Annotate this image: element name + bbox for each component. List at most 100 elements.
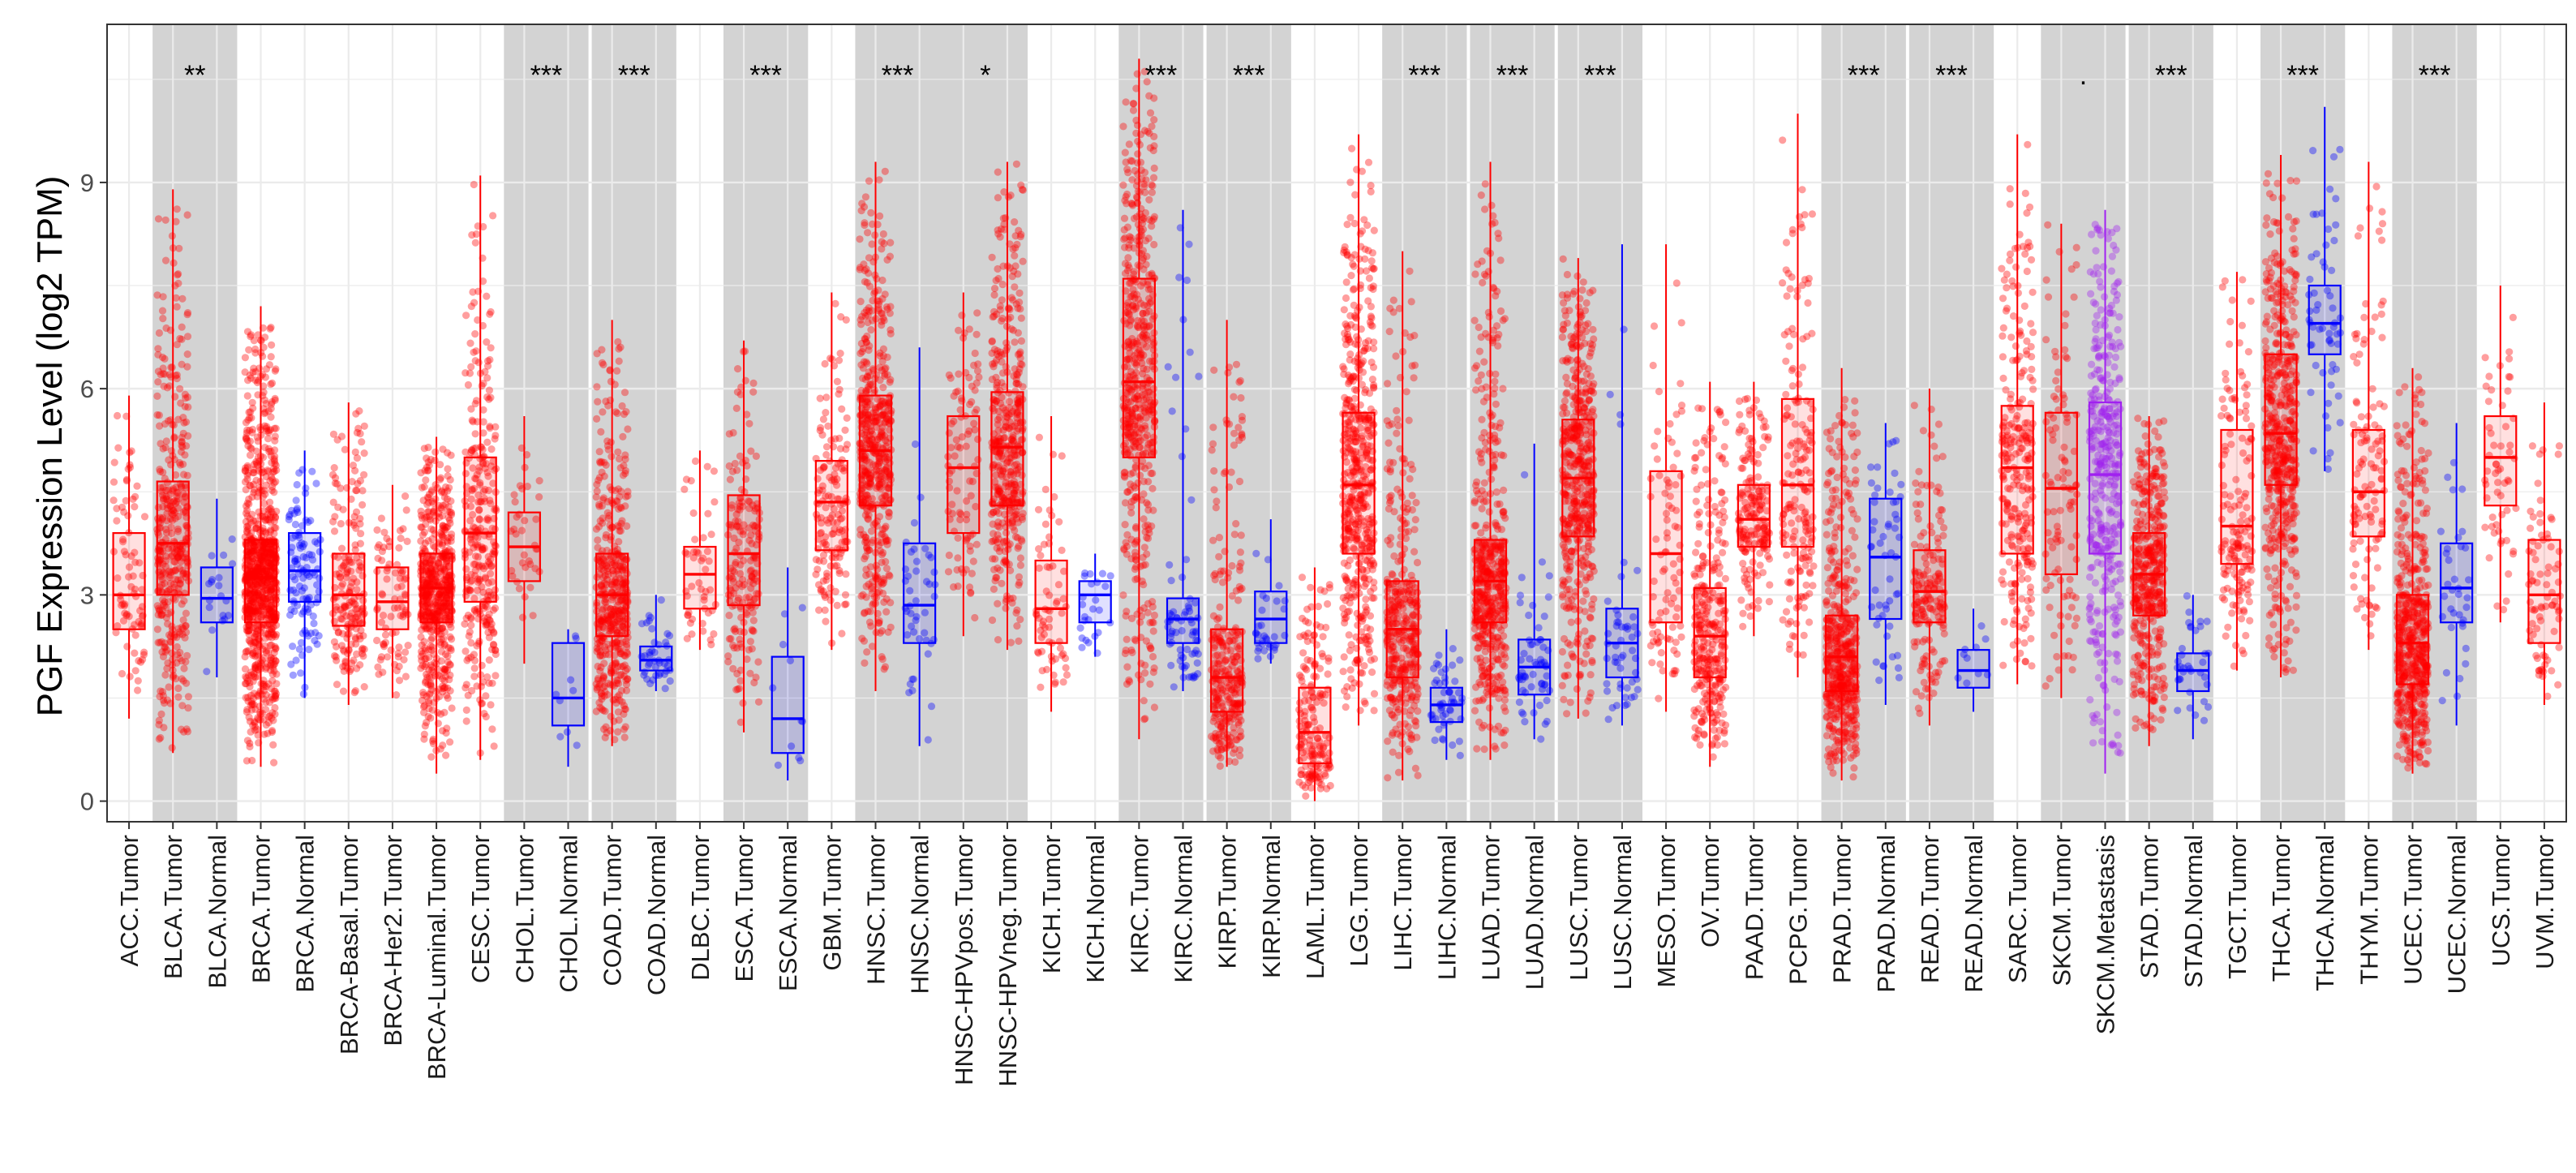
data-point bbox=[153, 393, 161, 400]
data-point bbox=[688, 477, 695, 484]
data-point bbox=[616, 504, 624, 511]
data-point bbox=[446, 660, 453, 668]
data-point bbox=[599, 652, 606, 660]
data-point bbox=[229, 560, 236, 567]
data-point bbox=[170, 434, 178, 441]
data-point bbox=[314, 641, 321, 648]
data-point bbox=[1017, 554, 1024, 561]
data-point bbox=[269, 716, 277, 724]
data-point bbox=[267, 325, 274, 333]
data-point bbox=[573, 634, 580, 642]
data-point bbox=[887, 624, 895, 631]
data-point bbox=[865, 346, 873, 354]
data-point bbox=[427, 636, 435, 643]
data-point bbox=[159, 307, 166, 315]
data-point bbox=[424, 681, 431, 688]
data-point bbox=[431, 544, 439, 551]
data-point bbox=[331, 652, 338, 660]
data-point bbox=[1141, 544, 1148, 551]
data-point bbox=[244, 392, 251, 399]
data-point bbox=[270, 667, 277, 674]
data-point bbox=[156, 735, 163, 742]
data-point bbox=[1005, 316, 1012, 323]
data-point bbox=[739, 699, 746, 707]
data-point bbox=[868, 527, 875, 535]
data-point bbox=[620, 462, 627, 469]
data-point bbox=[878, 277, 886, 284]
data-point bbox=[990, 537, 997, 544]
data-point bbox=[598, 458, 605, 466]
data-point bbox=[396, 663, 403, 670]
data-point bbox=[378, 514, 385, 522]
data-point bbox=[305, 646, 312, 653]
data-point bbox=[419, 531, 427, 539]
data-point bbox=[755, 698, 762, 706]
data-point bbox=[879, 655, 887, 663]
data-point bbox=[1015, 638, 1022, 645]
data-point bbox=[753, 453, 760, 460]
data-point bbox=[967, 589, 974, 596]
data-point bbox=[991, 285, 998, 292]
data-point bbox=[268, 513, 275, 521]
data-point bbox=[468, 446, 475, 453]
data-point bbox=[1019, 516, 1026, 523]
data-point bbox=[734, 365, 741, 372]
data-point bbox=[599, 361, 607, 368]
data-point bbox=[734, 685, 741, 693]
data-point bbox=[422, 476, 429, 483]
data-point bbox=[134, 686, 141, 694]
data-point bbox=[482, 692, 489, 699]
data-point bbox=[733, 405, 741, 412]
data-point bbox=[749, 389, 757, 396]
data-point bbox=[308, 468, 316, 475]
data-point bbox=[873, 575, 880, 582]
data-point bbox=[1016, 616, 1024, 623]
data-point bbox=[835, 390, 842, 397]
data-point bbox=[704, 463, 711, 470]
data-point bbox=[395, 653, 402, 660]
data-point bbox=[341, 446, 349, 453]
data-point bbox=[131, 650, 138, 657]
data-point bbox=[111, 459, 118, 466]
data-point bbox=[466, 340, 474, 347]
data-point bbox=[882, 608, 890, 616]
data-point bbox=[333, 681, 341, 688]
data-point bbox=[862, 537, 869, 544]
data-point bbox=[220, 552, 227, 559]
data-point bbox=[623, 641, 630, 648]
data-point bbox=[837, 350, 844, 357]
data-point bbox=[165, 683, 173, 690]
data-point bbox=[422, 539, 429, 547]
data-point bbox=[994, 518, 1002, 526]
data-point bbox=[1063, 671, 1071, 678]
data-point bbox=[750, 679, 758, 686]
data-point bbox=[266, 698, 273, 706]
data-point bbox=[745, 420, 753, 428]
data-point bbox=[132, 667, 140, 674]
data-point bbox=[823, 573, 831, 580]
data-point bbox=[353, 664, 360, 672]
data-point bbox=[184, 432, 191, 440]
data-point bbox=[425, 513, 432, 520]
data-point bbox=[754, 658, 762, 665]
data-point bbox=[1007, 639, 1015, 647]
data-point bbox=[814, 565, 821, 573]
data-point bbox=[925, 651, 932, 658]
data-point bbox=[727, 476, 734, 483]
data-point bbox=[620, 471, 627, 479]
data-point bbox=[399, 525, 406, 532]
data-point bbox=[479, 662, 486, 669]
data-point bbox=[261, 487, 268, 494]
data-point bbox=[598, 638, 605, 645]
data-point bbox=[174, 205, 181, 213]
data-point bbox=[822, 409, 829, 416]
data-point bbox=[614, 338, 621, 346]
data-point bbox=[875, 176, 882, 183]
data-point bbox=[484, 357, 492, 364]
data-point bbox=[490, 629, 497, 636]
data-point bbox=[662, 685, 669, 692]
data-point bbox=[491, 742, 498, 750]
data-point bbox=[261, 333, 268, 341]
data-point bbox=[823, 443, 831, 450]
data-point bbox=[185, 693, 192, 700]
